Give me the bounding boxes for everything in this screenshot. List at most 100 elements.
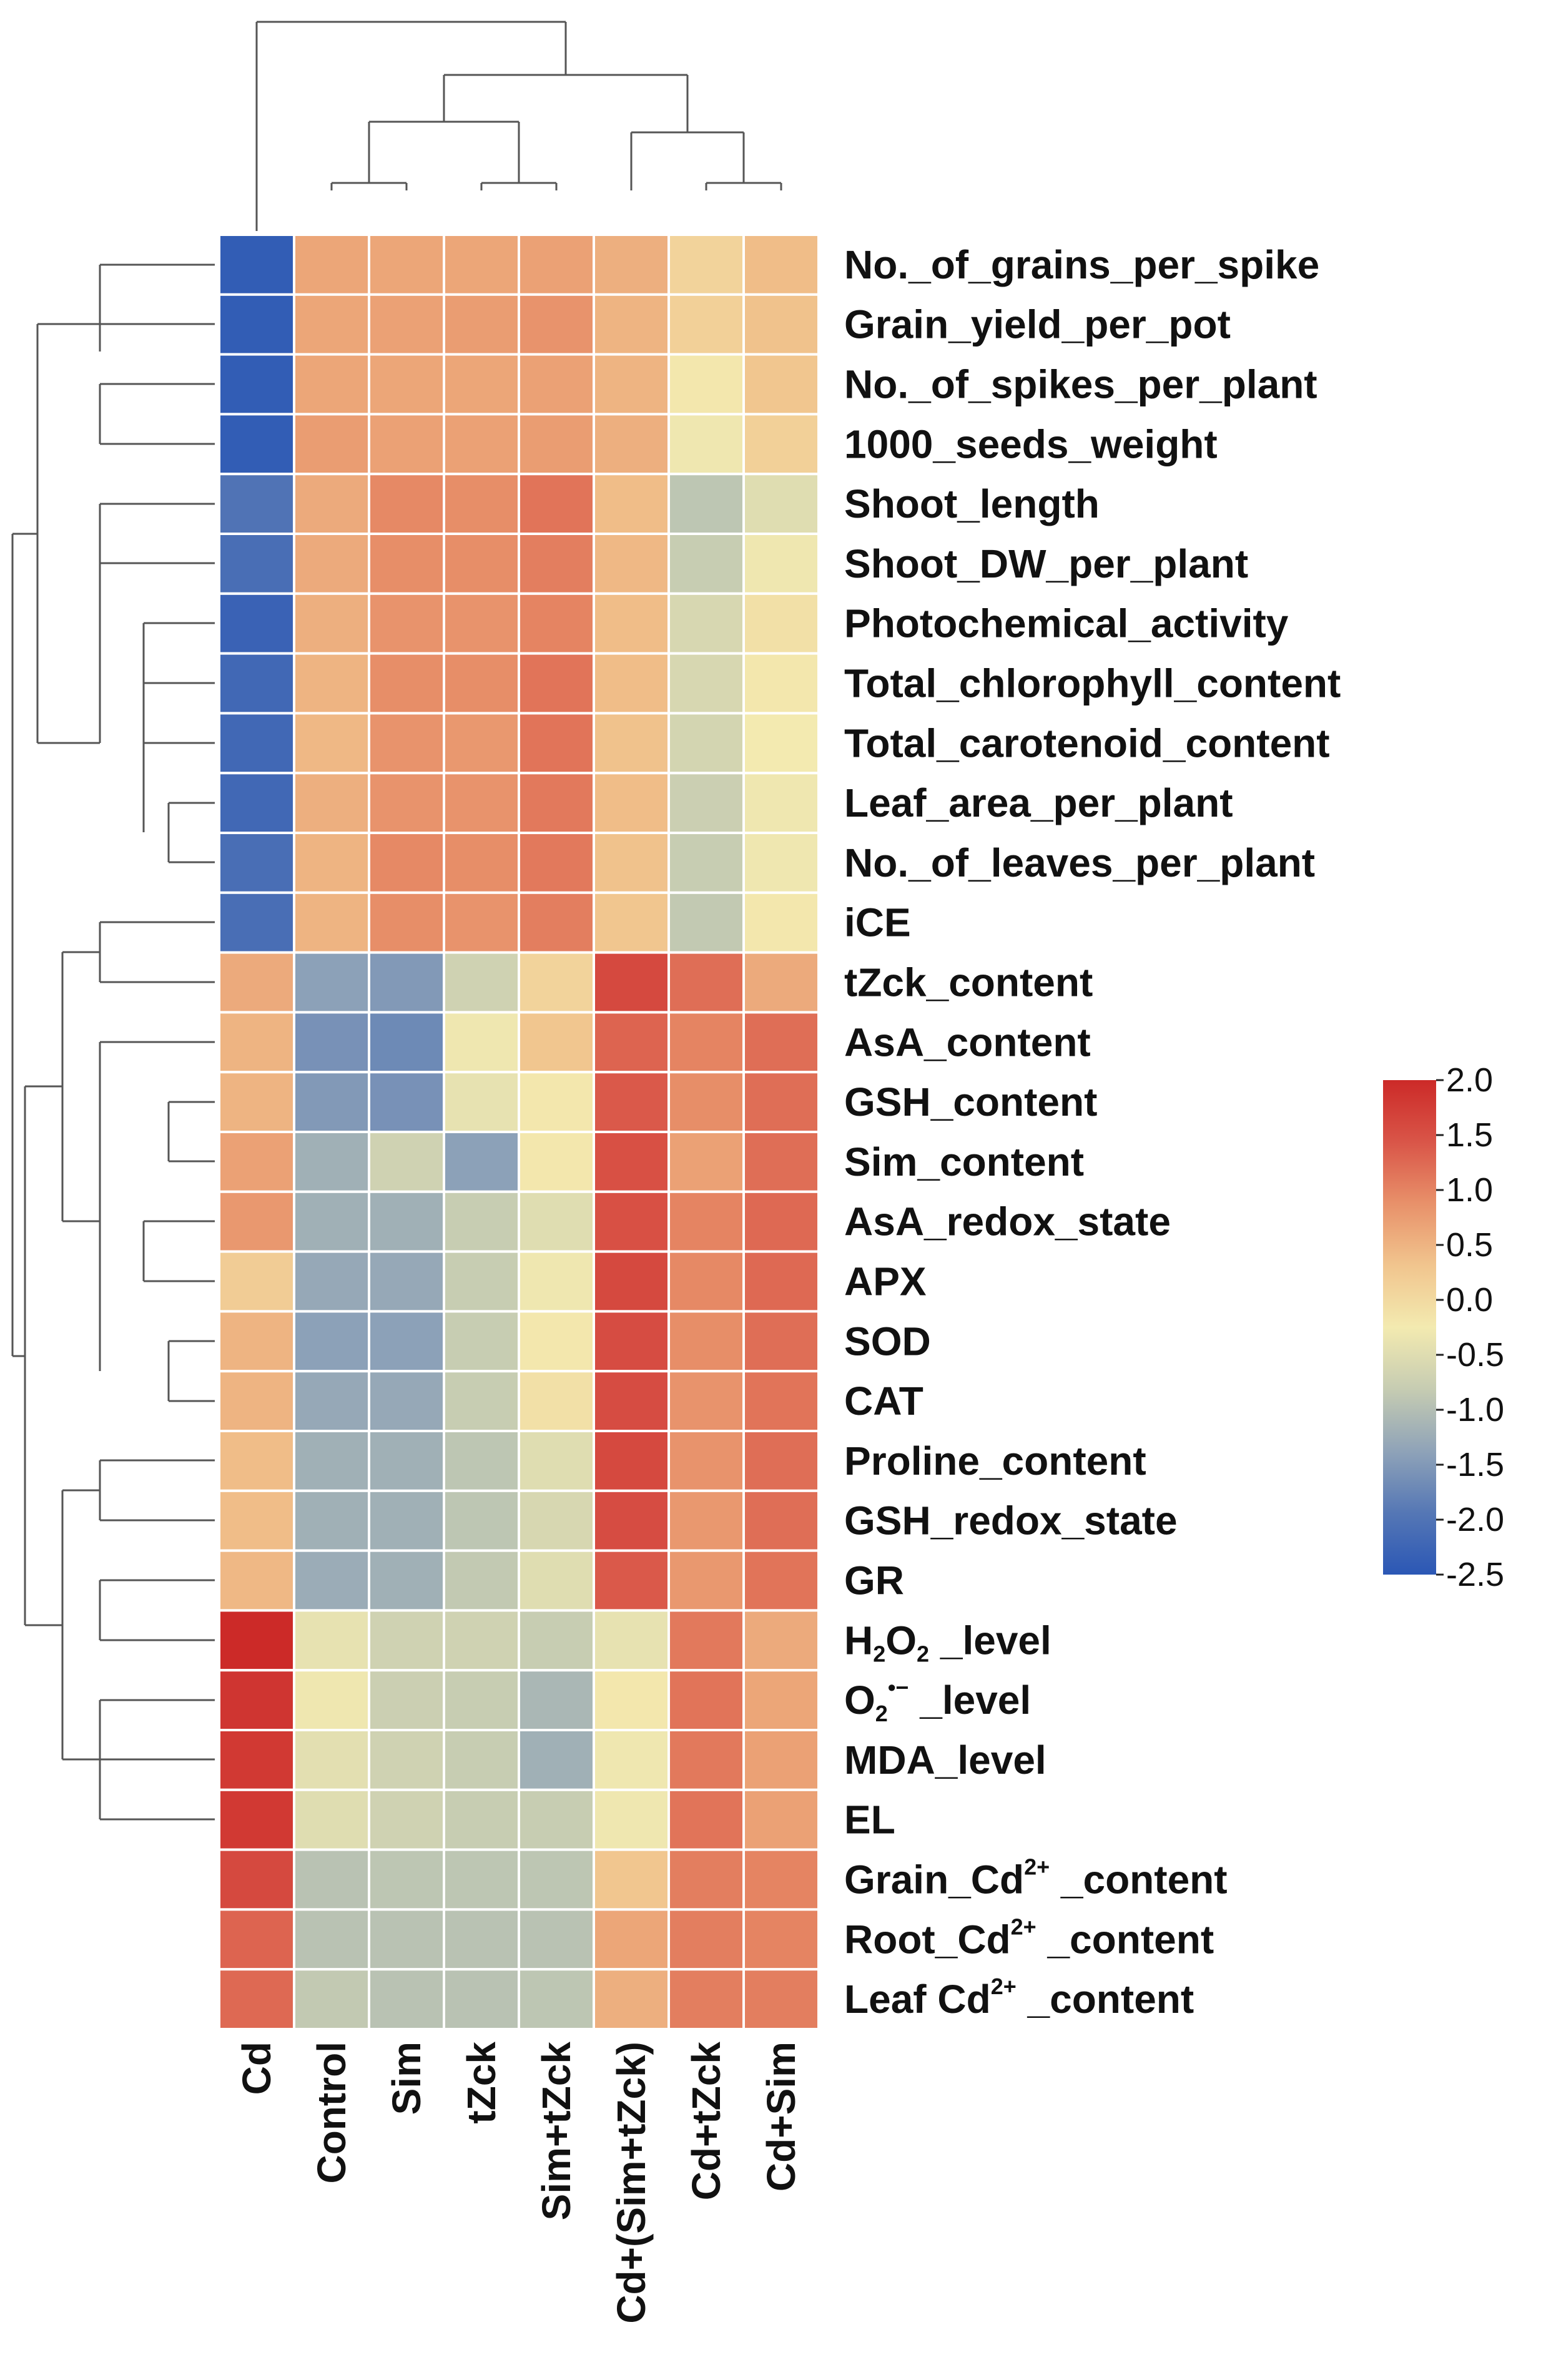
- heatmap-cell: [518, 1609, 595, 1672]
- heatmap-cell: [742, 652, 820, 715]
- heatmap-cell: [218, 1788, 295, 1851]
- heatmap-cell: [368, 1131, 445, 1193]
- heatmap-cell: [593, 353, 670, 416]
- heatmap-cell: [218, 772, 295, 834]
- heatmap-cell: [293, 1729, 370, 1791]
- heatmap-cell: [518, 891, 595, 954]
- colorbar-tick-label: -1.0: [1446, 1391, 1504, 1428]
- heatmap-cell: [593, 1190, 670, 1253]
- heatmap-cell: [218, 891, 295, 954]
- heatmap-cell: [293, 1848, 370, 1911]
- heatmap-cell: [667, 652, 745, 715]
- heatmap-cell: [593, 891, 670, 954]
- colorbar-tick-label: -2.5: [1446, 1556, 1504, 1593]
- heatmap-cell: [593, 293, 670, 356]
- heatmap-cell: [667, 891, 745, 954]
- heatmap-cell: [368, 1310, 445, 1373]
- column-label: Control: [309, 2042, 354, 2184]
- heatmap-cell: [368, 592, 445, 655]
- heatmap-cell: [218, 1489, 295, 1552]
- row-label: CAT: [844, 1379, 923, 1424]
- heatmap-cell: [368, 832, 445, 894]
- row-label: No._of_leaves_per_plant: [844, 840, 1315, 885]
- heatmap-cell: [368, 712, 445, 775]
- row-label: iCE: [844, 900, 911, 945]
- heatmap-cell: [443, 1071, 520, 1133]
- heatmap-cell: [593, 1669, 670, 1731]
- heatmap-cell: [443, 652, 520, 715]
- heatmap-cell: [293, 1131, 370, 1193]
- row-label: Total_carotenoid_content: [844, 720, 1330, 765]
- heatmap-cell: [742, 832, 820, 894]
- heatmap-cell: [593, 1430, 670, 1492]
- heatmap-cell: [518, 353, 595, 416]
- heatmap-cell: [218, 712, 295, 775]
- heatmap-cell: [293, 353, 370, 416]
- colorbar-gradient: [1383, 1080, 1436, 1575]
- heatmap-cell: [667, 1549, 745, 1612]
- heatmap-cell: [518, 1968, 595, 2030]
- heatmap-cell: [742, 592, 820, 655]
- column-labels: Cd Control Sim tZck Sim+tZck Cd+(Sim+tZck) Cd+…: [234, 2042, 804, 2324]
- heatmap-cell: [593, 1011, 670, 1074]
- heatmap-cell: [518, 832, 595, 894]
- heatmap-cell: [518, 1729, 595, 1791]
- heatmap-cell: [593, 772, 670, 834]
- heatmap-cell: [518, 533, 595, 595]
- heatmap-cell: [443, 1788, 520, 1851]
- heatmap-cell: [218, 473, 295, 536]
- row-label: MDA_level: [844, 1738, 1046, 1783]
- heatmap-cell: [593, 1310, 670, 1373]
- heatmap-cell: [593, 1370, 670, 1432]
- heatmap-cell: [518, 1788, 595, 1851]
- heatmap-cell: [368, 652, 445, 715]
- heatmap-cell: [667, 1908, 745, 1971]
- heatmap-cell: [742, 1071, 820, 1133]
- heatmap-cell: [368, 293, 445, 356]
- row-label: Proline_content: [844, 1438, 1146, 1483]
- heatmap-cell: [742, 1250, 820, 1313]
- heatmap-cell: [443, 1250, 520, 1313]
- colorbar-tick-label: 0.5: [1446, 1226, 1493, 1264]
- heatmap-cell: [293, 1310, 370, 1373]
- heatmap-cell: [293, 772, 370, 834]
- heatmap-cell: [518, 1669, 595, 1731]
- heatmap-cell: [293, 293, 370, 356]
- heatmap-cell: [742, 1788, 820, 1851]
- colorbar-tick-label: 2.0: [1446, 1061, 1493, 1099]
- heatmap-cell: [368, 951, 445, 1014]
- heatmap-cell: [518, 1190, 595, 1253]
- heatmap-cell: [368, 533, 445, 595]
- heatmap-cell: [742, 712, 820, 775]
- heatmap-cell: [742, 1190, 820, 1253]
- column-dendrogram: [255, 21, 782, 231]
- heatmap-cell: [593, 1968, 670, 2030]
- heatmap-cell: [667, 832, 745, 894]
- heatmap-cell: [218, 1250, 295, 1313]
- heatmap-cell: [443, 592, 520, 655]
- row-label: No._of_spikes_per_plant: [844, 362, 1317, 407]
- heatmap-cell: [443, 1669, 520, 1731]
- heatmap-cell: [368, 473, 445, 536]
- heatmap-cell: [368, 1848, 445, 1911]
- heatmap-cell: [593, 951, 670, 1014]
- heatmap-cell: [368, 1489, 445, 1552]
- heatmap-cell: [218, 592, 295, 655]
- heatmap-cell: [293, 1788, 370, 1851]
- heatmap-cell: [518, 1310, 595, 1373]
- row-label: 1000_seeds_weight: [844, 421, 1218, 466]
- heatmap-cell: [293, 1908, 370, 1971]
- heatmap-cell: [443, 1609, 520, 1672]
- heatmap-cell: [742, 1430, 820, 1492]
- heatmap-cell: [518, 951, 595, 1014]
- heatmap-cell: [293, 832, 370, 894]
- heatmap-cell: [518, 1430, 595, 1492]
- heatmap-cell: [593, 234, 670, 296]
- heatmap-cell: [368, 413, 445, 476]
- heatmap-cell: [593, 1848, 670, 1911]
- heatmap-cell: [293, 1071, 370, 1133]
- heatmap-cell: [293, 1489, 370, 1552]
- heatmap-cell: [443, 1549, 520, 1612]
- heatmap-cell: [293, 1968, 370, 2030]
- heatmap-cell: [667, 712, 745, 775]
